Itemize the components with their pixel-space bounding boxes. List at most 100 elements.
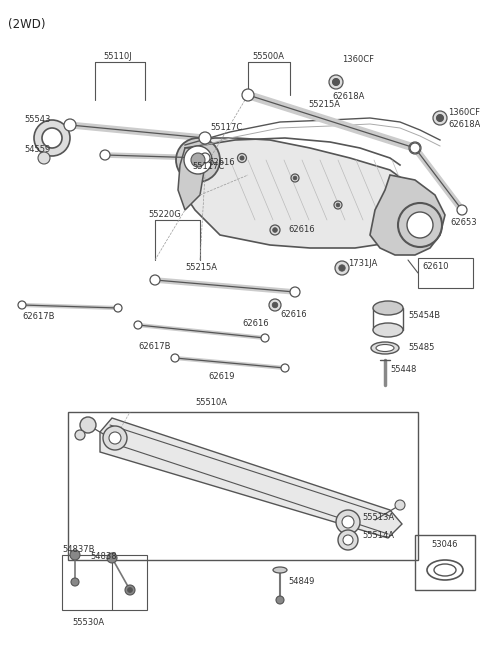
Text: 62616: 62616 xyxy=(280,310,307,319)
Text: 1360CF: 1360CF xyxy=(342,55,374,64)
Circle shape xyxy=(200,153,210,163)
Text: 62616: 62616 xyxy=(208,158,235,167)
Ellipse shape xyxy=(376,344,394,351)
Circle shape xyxy=(342,516,354,528)
Polygon shape xyxy=(100,418,402,538)
Circle shape xyxy=(150,275,160,285)
Ellipse shape xyxy=(273,567,287,573)
Text: 55530A: 55530A xyxy=(72,618,104,627)
Circle shape xyxy=(38,152,50,164)
Text: 62618A: 62618A xyxy=(332,92,364,101)
Text: 62616: 62616 xyxy=(288,225,314,234)
Circle shape xyxy=(293,176,297,180)
Polygon shape xyxy=(370,175,445,255)
Circle shape xyxy=(109,432,121,444)
Circle shape xyxy=(34,120,70,156)
Circle shape xyxy=(125,585,135,595)
Circle shape xyxy=(437,115,443,121)
Circle shape xyxy=(329,75,343,89)
Circle shape xyxy=(80,417,96,433)
Bar xyxy=(415,535,475,590)
Text: 55110J: 55110J xyxy=(104,52,132,61)
Circle shape xyxy=(335,261,349,275)
Text: 55543: 55543 xyxy=(24,115,50,124)
Text: 62617B: 62617B xyxy=(138,342,170,351)
Text: 55448: 55448 xyxy=(390,365,416,374)
Circle shape xyxy=(395,500,405,510)
Bar xyxy=(68,412,418,560)
Circle shape xyxy=(18,301,26,309)
Text: 62617B: 62617B xyxy=(22,312,55,321)
Circle shape xyxy=(333,78,339,85)
Ellipse shape xyxy=(371,342,399,354)
Circle shape xyxy=(339,265,345,271)
Text: 55220G: 55220G xyxy=(148,210,181,219)
Circle shape xyxy=(114,304,122,312)
Circle shape xyxy=(333,79,339,85)
Circle shape xyxy=(281,364,289,372)
Circle shape xyxy=(436,114,444,122)
Circle shape xyxy=(334,201,342,209)
Text: (2WD): (2WD) xyxy=(8,18,46,31)
Text: 62616: 62616 xyxy=(242,319,269,328)
Text: 1360CF: 1360CF xyxy=(448,108,480,117)
Text: 53046: 53046 xyxy=(432,540,458,549)
Text: 55117C: 55117C xyxy=(210,124,242,133)
Text: 1731JA: 1731JA xyxy=(348,260,377,269)
Text: 62618A: 62618A xyxy=(448,120,480,129)
Text: 55513A: 55513A xyxy=(362,514,394,522)
Circle shape xyxy=(238,154,247,162)
Text: 55215A: 55215A xyxy=(308,100,340,109)
Circle shape xyxy=(171,354,179,362)
Circle shape xyxy=(276,596,284,604)
Circle shape xyxy=(103,426,127,450)
Text: 62610: 62610 xyxy=(422,262,448,271)
Text: 55215A: 55215A xyxy=(185,263,217,272)
Circle shape xyxy=(64,119,76,131)
Circle shape xyxy=(261,334,269,342)
Circle shape xyxy=(457,205,467,215)
Text: 62619: 62619 xyxy=(208,372,235,381)
Ellipse shape xyxy=(427,560,463,580)
Text: 54849: 54849 xyxy=(288,578,314,587)
Circle shape xyxy=(134,321,142,329)
Circle shape xyxy=(433,111,447,125)
Circle shape xyxy=(272,302,278,307)
Circle shape xyxy=(71,578,79,586)
Polygon shape xyxy=(178,148,205,210)
Circle shape xyxy=(100,150,110,160)
Circle shape xyxy=(336,510,360,534)
Ellipse shape xyxy=(373,301,403,315)
Circle shape xyxy=(240,156,244,160)
Circle shape xyxy=(290,287,300,297)
Circle shape xyxy=(107,553,117,563)
Circle shape xyxy=(75,430,85,440)
Circle shape xyxy=(191,153,205,167)
Bar xyxy=(418,258,473,288)
Circle shape xyxy=(398,203,442,247)
Circle shape xyxy=(291,174,299,182)
Polygon shape xyxy=(185,138,430,248)
Circle shape xyxy=(270,225,280,235)
Circle shape xyxy=(409,142,421,154)
Text: 55514A: 55514A xyxy=(362,532,394,541)
Bar xyxy=(62,555,147,610)
Text: 55485: 55485 xyxy=(408,344,434,353)
Text: 54837B: 54837B xyxy=(62,545,95,554)
Circle shape xyxy=(176,138,220,182)
Circle shape xyxy=(184,146,212,174)
Ellipse shape xyxy=(434,564,456,576)
Circle shape xyxy=(407,212,433,238)
Circle shape xyxy=(273,228,277,233)
Circle shape xyxy=(128,587,132,593)
Text: 54559: 54559 xyxy=(24,145,50,154)
Ellipse shape xyxy=(373,323,403,337)
Text: 55510A: 55510A xyxy=(195,398,227,407)
Text: 55117C: 55117C xyxy=(192,162,224,171)
Circle shape xyxy=(70,550,80,560)
Circle shape xyxy=(338,530,358,550)
Circle shape xyxy=(410,143,420,153)
Circle shape xyxy=(343,535,353,545)
Text: 55500A: 55500A xyxy=(252,52,284,61)
Circle shape xyxy=(336,203,340,207)
